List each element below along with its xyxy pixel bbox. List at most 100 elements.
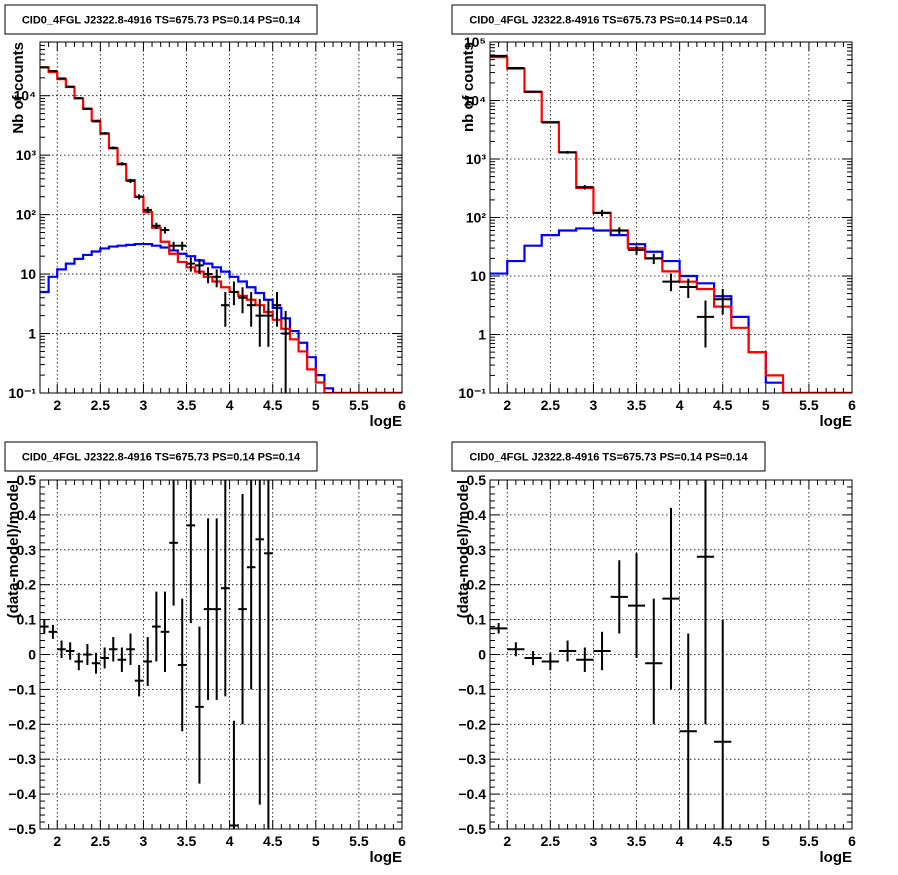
x-tick-label: 4 <box>226 833 234 849</box>
data-point <box>541 121 559 124</box>
data-point <box>126 178 135 184</box>
tick-labels: 2 2.5 3 3.5 4 4.5 5 5.5 6 10⁻¹ 1 10 10² 10³ 10⁴ 10⁵ <box>458 34 856 413</box>
chart-title: CID0_4FGL J2322.8-4916 TS=675.73 PS=0.14… <box>469 15 748 27</box>
residuals-panel-right: 2 2.5 3 3.5 4 4.5 5 5.5 6 −0.5 −0.4 −0.3 −0.2 −0.1 0 0.… <box>451 441 856 866</box>
x-tick-label: 4 <box>676 397 684 413</box>
y-tick-label: 0.3 <box>467 542 487 558</box>
counts-panel-left: 2 2.5 3 3.5 4 4.5 5 5.5 6 10⁻¹ 1 10 10² 10³ 10⁴ logE Nb … <box>4 4 406 430</box>
data-point <box>593 209 611 217</box>
x-axis-label: logE <box>820 849 853 866</box>
x-axis-label: logE <box>370 849 403 866</box>
y-tick-label: 0.4 <box>17 507 37 523</box>
chart-title: CID0_4FGL J2322.8-4916 TS=675.73 PS=0.14… <box>22 15 301 27</box>
x-tick-label: 4 <box>676 833 684 849</box>
data-point <box>221 291 230 327</box>
data-point <box>627 245 646 255</box>
data-point <box>83 107 92 110</box>
data-point <box>177 241 187 251</box>
data-point <box>169 480 178 606</box>
chart-title: CID0_4FGL J2322.8-4916 TS=675.73 PS=0.14… <box>22 452 301 464</box>
data-point <box>186 480 196 624</box>
y-tick-label: −0.3 <box>458 751 486 767</box>
x-tick-label: 3 <box>590 833 598 849</box>
data-point <box>627 553 646 658</box>
data-point <box>238 493 247 725</box>
data-point <box>490 54 508 57</box>
title-box <box>451 441 766 472</box>
data-point <box>679 278 697 299</box>
data-point <box>177 598 187 732</box>
y-tick-label: 10⁴ <box>464 93 487 109</box>
plot-frame <box>39 41 403 394</box>
data-point <box>610 227 628 235</box>
ticks <box>39 479 403 830</box>
data-point <box>524 651 542 665</box>
y-tick-label: −0.5 <box>8 821 36 837</box>
data-point <box>610 560 628 634</box>
component-histogram <box>40 242 402 393</box>
y-tick-label: 0.2 <box>17 577 37 593</box>
plot-frame <box>39 479 403 830</box>
data-point <box>40 619 49 634</box>
grid <box>40 42 402 393</box>
data-point <box>143 206 153 214</box>
title-box <box>4 4 318 35</box>
y-tick-label: 0.3 <box>17 542 37 558</box>
y-axis-label: (data-model)/model <box>455 480 472 618</box>
data-point <box>576 647 594 672</box>
y-tick-label: −0.4 <box>458 786 486 802</box>
data-point <box>74 652 84 671</box>
ticks <box>39 41 403 394</box>
data-point <box>490 623 508 634</box>
data-point <box>558 640 577 662</box>
x-tick-label: 4.5 <box>263 833 283 849</box>
y-tick-label: 10⁵ <box>464 34 486 50</box>
data-point <box>152 591 161 662</box>
data-point <box>195 626 204 784</box>
data-points <box>490 54 732 348</box>
data-point <box>117 647 127 672</box>
x-tick-label: 6 <box>398 833 406 849</box>
title-box <box>451 4 766 35</box>
data-point <box>281 310 290 393</box>
data-point <box>714 288 732 315</box>
data-point <box>91 120 101 123</box>
x-axis-label: logE <box>820 413 853 430</box>
x-tick-label: 5.5 <box>799 833 819 849</box>
tick-labels: 2 2.5 3 3.5 4 4.5 5 5.5 6 −0.5 −0.4 −0.3 −0.2 −0.1 0 0.… <box>458 472 856 849</box>
data-point <box>246 480 256 690</box>
y-tick-label: −0.1 <box>458 681 486 697</box>
x-tick-label: 2 <box>503 833 511 849</box>
data-points <box>40 66 290 393</box>
y-tick-label: 10 <box>20 266 36 282</box>
data-point <box>524 90 542 93</box>
data-point <box>212 269 221 288</box>
data-point <box>507 642 525 657</box>
y-tick-label: −0.5 <box>458 821 486 837</box>
y-tick-label: 10² <box>16 207 37 223</box>
data-point <box>160 591 170 672</box>
data-point <box>65 85 75 88</box>
data-points <box>40 480 273 829</box>
y-tick-label: 0.1 <box>467 612 487 628</box>
y-tick-label: 10 <box>470 268 486 284</box>
x-tick-label: 2 <box>53 833 61 849</box>
data-point <box>255 299 265 347</box>
data-point <box>91 652 101 674</box>
x-tick-label: 6 <box>398 397 406 413</box>
y-tick-label: 10⁻¹ <box>8 385 36 401</box>
x-tick-label: 2.5 <box>541 397 561 413</box>
x-tick-label: 5.5 <box>799 397 819 413</box>
residuals-panel-left: 2 2.5 3 3.5 4 4.5 5 5.5 6 −0.5 −0.4 −0.3 −0.2 −0.1 0 0.… <box>4 441 406 866</box>
data-point <box>48 70 58 73</box>
data-point <box>714 619 732 829</box>
data-point <box>74 97 84 100</box>
x-tick-label: 4.5 <box>713 397 733 413</box>
y-tick-label: 10⁻¹ <box>458 385 486 401</box>
y-tick-label: 0 <box>28 647 36 663</box>
x-tick-label: 2.5 <box>541 833 561 849</box>
x-tick-label: 3.5 <box>177 833 197 849</box>
y-tick-label: 0 <box>478 647 486 663</box>
data-point <box>108 637 118 662</box>
y-tick-label: 10³ <box>466 151 487 167</box>
